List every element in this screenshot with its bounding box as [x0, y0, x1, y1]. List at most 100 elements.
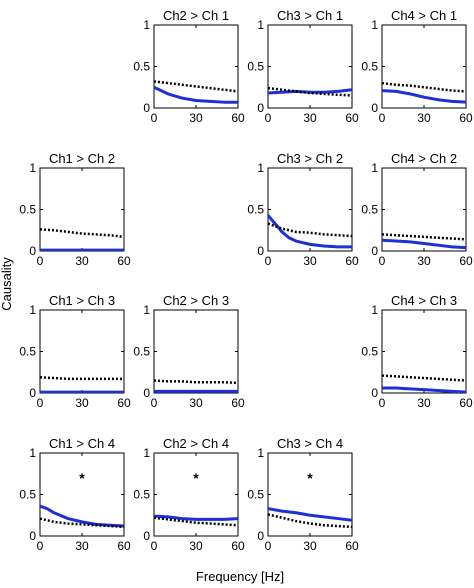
x-tick-label: 0 [379, 254, 386, 268]
series-solid-line [382, 238, 466, 250]
panel-title: Ch3 > Ch 4 [277, 436, 343, 451]
series-solid-line [382, 386, 466, 393]
x-tick-label: 30 [417, 111, 431, 125]
panel-ch3-ch-1: Ch3 > Ch 1 0 0.5 1 0 30 60 [247, 8, 359, 125]
panel-ch2-ch-4: Ch2 > Ch 4 0 0.5 1 0 30 60 * [133, 436, 245, 553]
y-tick-label: 0 [143, 101, 150, 115]
panel-ch2-ch-1: Ch2 > Ch 1 0 0.5 1 0 30 60 [133, 8, 245, 125]
y-tick-label: 0.5 [133, 345, 150, 359]
x-tick-label: 0 [265, 111, 272, 125]
y-tick-label: 0 [371, 101, 378, 115]
panel-title: Ch2 > Ch 1 [163, 8, 229, 23]
y-tick-label: 0 [29, 386, 36, 400]
y-tick-label: 0.5 [361, 345, 378, 359]
x-tick-label: 60 [345, 111, 359, 125]
panel-ch1-ch-2: Ch1 > Ch 2 0 0.5 1 0 30 60 [19, 151, 131, 268]
panel-title: Ch1 > Ch 4 [49, 436, 115, 451]
y-tick-label: 1 [29, 446, 36, 460]
series-solid-line [382, 89, 466, 104]
panel-title: Ch1 > Ch 3 [49, 293, 115, 308]
x-tick-label: 60 [231, 396, 245, 410]
x-axis-label: Frequency [Hz] [196, 569, 284, 584]
y-tick-label: 0 [257, 101, 264, 115]
panel-ch4-ch-3: Ch4 > Ch 3 0 0.5 1 0 30 60 [361, 293, 473, 410]
y-tick-label: 1 [371, 161, 378, 175]
x-tick-label: 30 [417, 396, 431, 410]
y-tick-label: 0.5 [247, 488, 264, 502]
y-tick-label: 0 [143, 529, 150, 543]
x-tick-label: 0 [151, 111, 158, 125]
panel-frame [153, 24, 239, 109]
x-tick-label: 0 [37, 254, 44, 268]
x-tick-label: 60 [459, 254, 473, 268]
y-tick-label: 0 [257, 244, 264, 258]
panel-ch4-ch-2: Ch4 > Ch 2 0 0.5 1 0 30 60 [361, 151, 473, 268]
x-tick-label: 0 [37, 396, 44, 410]
x-tick-label: 0 [151, 539, 158, 553]
y-tick-label: 0 [371, 386, 378, 400]
panel-ch4-ch-1: Ch4 > Ch 1 0 0.5 1 0 30 60 [361, 8, 473, 125]
series-dotted-line [268, 222, 352, 238]
significance-marker: * [193, 470, 199, 486]
panel-title: Ch4 > Ch 2 [391, 151, 457, 166]
series-dotted-line [40, 517, 124, 529]
x-tick-label: 30 [303, 254, 317, 268]
significance-marker: * [79, 470, 85, 486]
panel-ch3-ch-2: Ch3 > Ch 2 0 0.5 1 0 30 60 [247, 151, 359, 268]
panel-frame [39, 167, 125, 252]
panel-title: Ch1 > Ch 2 [49, 151, 115, 166]
x-tick-label: 0 [37, 539, 44, 553]
y-tick-label: 0.5 [361, 203, 378, 217]
y-tick-label: 1 [29, 303, 36, 317]
x-tick-label: 30 [75, 539, 89, 553]
y-tick-label: 1 [257, 446, 264, 460]
panel-frame [381, 309, 467, 394]
x-tick-label: 30 [189, 396, 203, 410]
y-tick-label: 0 [257, 529, 264, 543]
x-tick-label: 60 [459, 396, 473, 410]
x-tick-label: 60 [117, 539, 131, 553]
panel-frame [39, 309, 125, 394]
y-tick-label: 1 [257, 161, 264, 175]
panel-frame [267, 24, 353, 109]
x-tick-label: 0 [379, 111, 386, 125]
y-tick-label: 0.5 [133, 60, 150, 74]
x-tick-label: 30 [189, 539, 203, 553]
panel-grid: Ch2 > Ch 1 0 0.5 1 0 30 60 Ch3 > Ch 1 0 0.5 1 0 30 60… [19, 8, 473, 553]
series-solid-line [268, 507, 352, 522]
y-tick-label: 0 [371, 244, 378, 258]
panel-title: Ch3 > Ch 1 [277, 8, 343, 23]
y-tick-label: 0.5 [19, 345, 36, 359]
panel-title: Ch4 > Ch 3 [391, 293, 457, 308]
panel-frame [153, 452, 239, 537]
panel-frame [39, 452, 125, 537]
y-tick-label: 0.5 [19, 488, 36, 502]
y-tick-label: 1 [143, 18, 150, 32]
x-tick-label: 30 [417, 254, 431, 268]
y-tick-label: 0 [143, 386, 150, 400]
y-tick-label: 1 [143, 446, 150, 460]
y-tick-label: 1 [143, 303, 150, 317]
panel-title: Ch4 > Ch 1 [391, 8, 457, 23]
panel-ch1-ch-4: Ch1 > Ch 4 0 0.5 1 0 30 60 * [19, 436, 131, 553]
x-tick-label: 60 [231, 539, 245, 553]
x-tick-label: 60 [345, 254, 359, 268]
panel-frame [381, 24, 467, 109]
panel-frame [381, 167, 467, 252]
x-tick-label: 30 [303, 111, 317, 125]
panel-ch1-ch-3: Ch1 > Ch 3 0 0.5 1 0 30 60 [19, 293, 131, 410]
x-tick-label: 60 [117, 254, 131, 268]
y-tick-label: 0.5 [133, 488, 150, 502]
x-tick-label: 30 [75, 254, 89, 268]
y-tick-label: 1 [371, 303, 378, 317]
x-tick-label: 30 [189, 111, 203, 125]
y-tick-label: 0.5 [247, 60, 264, 74]
panel-frame [267, 167, 353, 252]
y-tick-label: 1 [371, 18, 378, 32]
panel-title: Ch3 > Ch 2 [277, 151, 343, 166]
x-tick-label: 60 [231, 111, 245, 125]
y-tick-label: 0.5 [361, 60, 378, 74]
panel-title: Ch2 > Ch 4 [163, 436, 229, 451]
y-tick-label: 0.5 [19, 203, 36, 217]
